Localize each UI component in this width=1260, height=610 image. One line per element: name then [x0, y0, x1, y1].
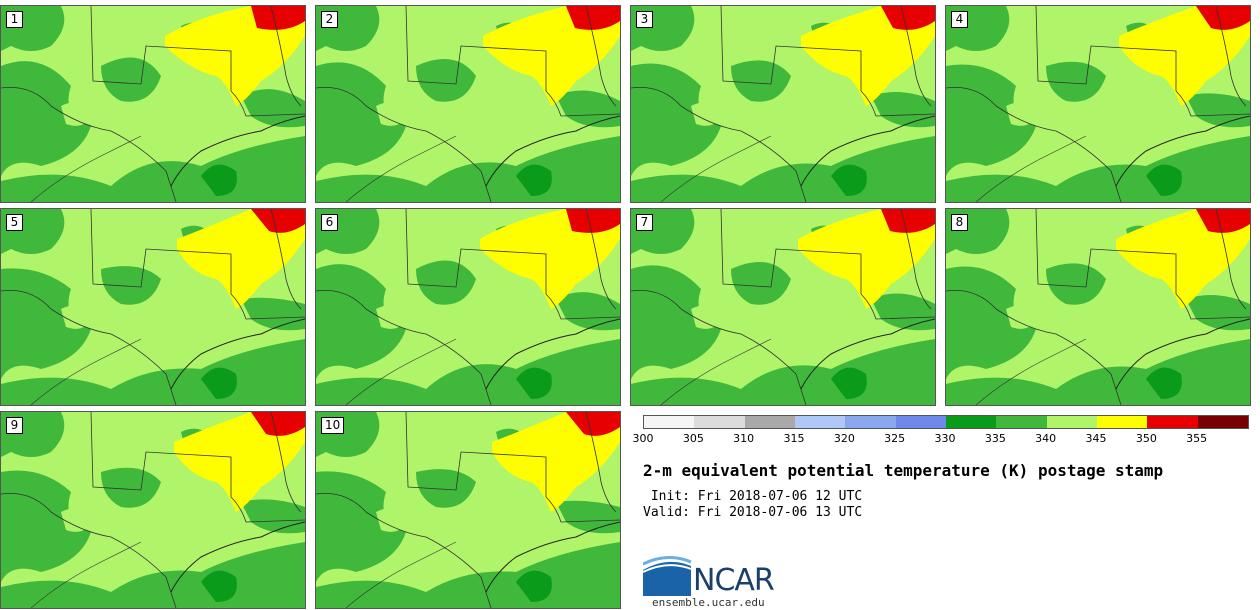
member-number: 1: [6, 11, 23, 28]
colorbar-swatch: [1046, 416, 1097, 428]
ncar-logo-icon: [643, 556, 692, 596]
colorbar-tick-label: 315: [783, 432, 805, 445]
member-panel: 1: [0, 5, 306, 203]
member-panel: 2: [315, 5, 621, 203]
colorbar-swatch: [1147, 416, 1198, 428]
member-number: 3: [636, 11, 653, 28]
member-panel: 4: [945, 5, 1251, 203]
colorbar-ticks: 300 305 310 315 320 325 330 335 340 345 350 355: [633, 432, 1249, 446]
colorbar-tick-label: 330: [934, 432, 956, 445]
map-field: [631, 6, 935, 202]
map-field: [1, 209, 305, 405]
map-field: [316, 209, 620, 405]
colorbar-swatch: [744, 416, 795, 428]
colorbar-swatch: [694, 416, 745, 428]
member-panel: 6: [315, 208, 621, 406]
colorbar-tick-label: 310: [733, 432, 755, 445]
valid-time: Valid: Fri 2018-07-06 13 UTC: [643, 505, 863, 520]
colorbar-swatch: [845, 416, 896, 428]
colorbar-tick-label: 340: [1035, 432, 1057, 445]
colorbar-swatch: [644, 416, 695, 428]
member-panel: 9: [0, 411, 306, 609]
member-panel: 3: [630, 5, 936, 203]
ncar-logo-text: NCAR: [693, 563, 775, 598]
colorbar-tick-label: 325: [884, 432, 906, 445]
member-number: 8: [951, 214, 968, 231]
member-panel: 7: [630, 208, 936, 406]
colorbar-tick-label: 350: [1135, 432, 1157, 445]
colorbar-tick-label: 300: [632, 432, 654, 445]
map-field: [316, 6, 620, 202]
member-panel: 10: [315, 411, 621, 609]
colorbar-swatch: [1197, 416, 1248, 428]
footer-url: ensemble.ucar.edu: [652, 596, 765, 609]
colorbar: [643, 415, 1249, 429]
member-panel: 8: [945, 208, 1251, 406]
member-number: 4: [951, 11, 968, 28]
colorbar-tick-label: 355: [1186, 432, 1208, 445]
map-field: [316, 412, 620, 608]
colorbar-swatch: [794, 416, 846, 428]
member-number: 9: [6, 417, 23, 434]
colorbar-swatch: [895, 416, 946, 428]
member-number: 6: [321, 214, 338, 231]
map-field: [946, 6, 1250, 202]
member-number: 10: [321, 417, 345, 434]
map-field: [631, 209, 935, 405]
colorbar-tick-label: 305: [682, 432, 704, 445]
member-number: 5: [6, 214, 23, 231]
map-field: [1, 412, 305, 608]
colorbar-tick-label: 345: [1085, 432, 1107, 445]
member-panel: 5: [0, 208, 306, 406]
member-number: 2: [321, 11, 338, 28]
colorbar-swatch: [996, 416, 1047, 428]
figure-title: 2-m equivalent potential temperature (K)…: [643, 461, 1164, 480]
member-number: 7: [636, 214, 653, 231]
colorbar-tick-label: 335: [984, 432, 1006, 445]
map-field: [946, 209, 1250, 405]
colorbar-tick-label: 320: [833, 432, 855, 445]
init-time: Init: Fri 2018-07-06 12 UTC: [643, 489, 863, 504]
map-field: [1, 6, 305, 202]
colorbar-swatch: [1096, 416, 1148, 428]
colorbar-swatch: [945, 416, 997, 428]
